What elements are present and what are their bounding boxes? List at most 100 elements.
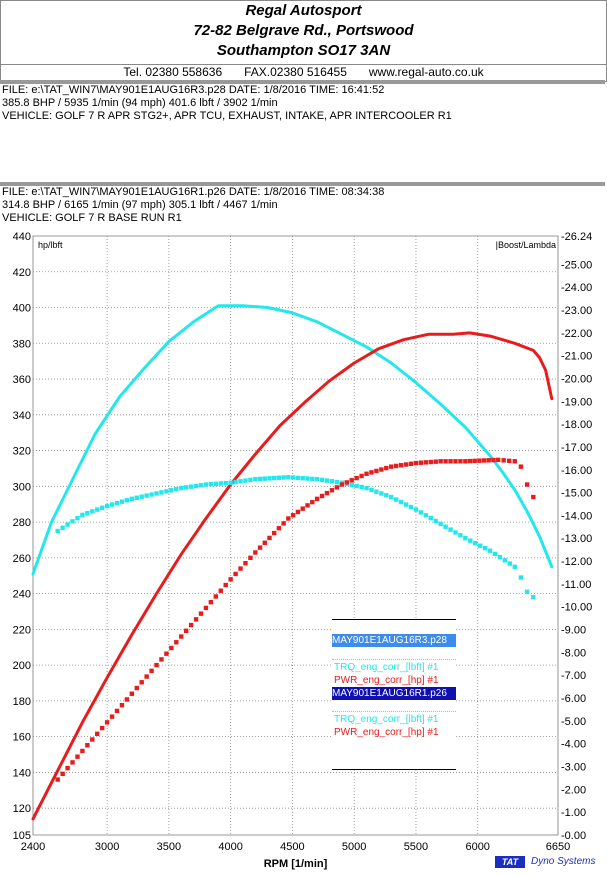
data-point xyxy=(218,481,223,486)
data-point xyxy=(70,519,75,524)
data-point xyxy=(486,458,491,463)
data-point xyxy=(423,513,429,518)
data-point xyxy=(183,485,189,490)
data-point xyxy=(164,489,169,494)
tat-logo-text: Dyno Systems xyxy=(531,856,596,867)
data-point xyxy=(295,475,301,481)
data-point xyxy=(403,502,409,507)
y-tick-label: 160 xyxy=(13,732,31,744)
data-point xyxy=(374,489,379,494)
y-tick-label: 300 xyxy=(13,481,31,493)
company-tel: Tel. 02380 558636 xyxy=(123,65,223,79)
y2-tick-label: -22.00 xyxy=(561,328,592,340)
data-point xyxy=(507,458,512,464)
data-point xyxy=(379,467,384,472)
data-point xyxy=(276,526,282,531)
y2-tick-label: -25.00 xyxy=(561,259,592,271)
data-point xyxy=(379,491,384,496)
data-point xyxy=(512,459,517,464)
run-vehicle: VEHICLE: GOLF 7 R APR STG2+, APR TCU, EX… xyxy=(2,110,452,122)
data-point xyxy=(179,634,184,639)
dyno-header: Regal Autosport 72-82 Belgrave Rd., Port… xyxy=(0,0,607,82)
y-axis-label: hp/lbft xyxy=(38,240,63,250)
run-info-1: FILE: e:\TAT_WIN7\MAY901E1AUG16R3.p28 DA… xyxy=(0,80,605,182)
data-point xyxy=(55,528,60,534)
y-tick-label: 320 xyxy=(13,446,31,458)
legend-file-2[interactable]: MAY901E1AUG16R1.p26 xyxy=(332,687,456,700)
data-point xyxy=(310,476,315,482)
y-tick-label: 200 xyxy=(13,660,31,672)
data-point xyxy=(80,512,85,518)
y2-tick-label: -20.00 xyxy=(561,373,592,385)
data-point xyxy=(305,503,310,508)
data-point xyxy=(104,720,110,725)
data-point xyxy=(384,465,389,471)
data-point xyxy=(438,521,443,527)
data-point xyxy=(354,483,359,489)
data-point xyxy=(398,499,404,505)
data-point xyxy=(213,481,219,487)
data-point xyxy=(443,524,448,529)
data-point xyxy=(243,561,248,566)
data-point xyxy=(334,485,340,490)
legend-file-1[interactable]: MAY901E1AUG16R3.p28 xyxy=(332,634,456,647)
data-point xyxy=(300,506,305,511)
data-point xyxy=(463,459,468,464)
data-point xyxy=(314,476,320,482)
data-point xyxy=(253,476,258,482)
data-point xyxy=(159,490,164,495)
data-point xyxy=(305,476,310,481)
data-point xyxy=(334,479,340,485)
y2-tick-label: -19.00 xyxy=(561,396,592,408)
chart-axes: 2400 3000 3500 4000 4500 5000 5500 6000 6650 105 1… xyxy=(13,231,593,870)
x-tick-label: 6000 xyxy=(465,841,489,853)
data-point xyxy=(290,513,296,518)
data-point xyxy=(408,504,414,510)
data-point xyxy=(389,464,394,469)
data-point xyxy=(468,538,473,543)
y-tick-label: 240 xyxy=(13,589,31,601)
company-address-line1: 72-82 Belgrave Rd., Portswood xyxy=(193,22,414,39)
data-point xyxy=(174,486,179,492)
data-point xyxy=(119,702,125,708)
y2-tick-label: -23.00 xyxy=(561,305,592,317)
data-point xyxy=(267,476,272,481)
y-tick-label: 380 xyxy=(13,338,31,350)
series-line xyxy=(31,331,554,821)
data-point xyxy=(507,561,513,566)
data-point xyxy=(448,459,453,464)
y2-tick-label: -1.00 xyxy=(561,807,586,819)
y2-tick-label: -6.00 xyxy=(561,693,586,705)
data-point xyxy=(286,475,291,480)
y2-tick-label: -11.00 xyxy=(561,579,591,591)
data-point xyxy=(70,760,75,765)
data-point xyxy=(233,571,238,577)
data-point xyxy=(477,543,483,548)
data-point xyxy=(124,498,130,503)
data-point xyxy=(324,478,330,483)
data-point xyxy=(119,499,125,504)
data-point xyxy=(75,515,80,521)
data-point xyxy=(114,708,120,714)
y2-tick-label: -26.24 xyxy=(561,231,592,243)
data-point xyxy=(492,551,498,557)
y-tick-label: 120 xyxy=(13,803,31,815)
data-point xyxy=(369,487,374,493)
tat-logo-mark: TAT xyxy=(495,856,525,868)
company-fax: FAX.02380 516455 xyxy=(244,65,347,79)
data-point xyxy=(144,674,149,679)
data-point xyxy=(203,482,209,487)
data-point xyxy=(364,471,369,477)
data-point xyxy=(228,577,233,582)
x-tick-label: 3000 xyxy=(95,841,119,853)
x-tick-label: 3500 xyxy=(157,841,181,853)
y-tick-label: 420 xyxy=(13,267,31,279)
data-point xyxy=(233,479,238,485)
data-point xyxy=(384,493,389,498)
data-point xyxy=(344,480,349,485)
data-point xyxy=(463,535,468,541)
data-point xyxy=(290,475,296,480)
data-point xyxy=(364,485,369,491)
company-web: www.regal-auto.co.uk xyxy=(368,65,484,79)
data-point xyxy=(223,582,228,588)
